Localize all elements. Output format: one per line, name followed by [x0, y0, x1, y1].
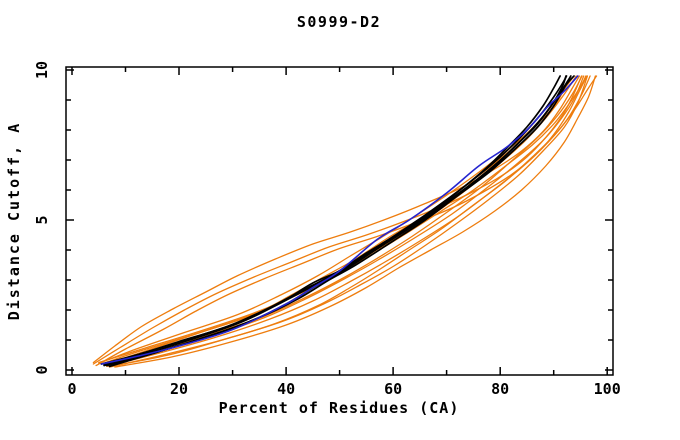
curve-model-black-5 [100, 75, 561, 365]
x-tick-label-20: 20 [170, 380, 188, 398]
curve-model-orange-outlier-3 [92, 75, 581, 364]
x-tick-label-80: 80 [491, 380, 509, 398]
curve-model-black-3 [108, 75, 575, 368]
curve-model-orange-6 [106, 75, 591, 368]
y-tick-label-5: 5 [33, 215, 51, 224]
chart-title: S0999-D2 [297, 13, 381, 31]
curve-model-orange-7 [103, 75, 572, 366]
curve-model-orange-3 [114, 75, 597, 368]
curve-model-orange-2 [108, 75, 598, 368]
x-tick-label-60: 60 [384, 380, 402, 398]
y-tick-label-10: 10 [33, 61, 51, 79]
axis-ticks [66, 67, 613, 375]
x-tick-label-0: 0 [67, 380, 76, 398]
curve-model-orange-10 [106, 75, 583, 367]
tick-labels: 0 20 40 60 80 100 0 5 10 [33, 61, 621, 398]
curves-layer [92, 75, 598, 368]
curve-model-black-4 [103, 75, 568, 366]
curve-model-black-1 [103, 75, 567, 367]
x-tick-label-100: 100 [594, 380, 621, 398]
curve-model-orange-1 [98, 75, 587, 364]
curve-model-orange-outlier-2 [95, 75, 588, 367]
x-axis-label: Percent of Residues (CA) [219, 399, 460, 417]
curve-model-orange-8 [108, 75, 589, 368]
curve-model-orange-5 [100, 75, 577, 365]
y-tick-label-0: 0 [33, 365, 51, 374]
curve-model-blue [100, 75, 579, 365]
y-axis-label: Distance Cutoff, A [5, 122, 23, 321]
curve-model-orange-9 [98, 75, 575, 365]
curve-model-orange-outlier-1 [92, 75, 583, 365]
plot-frame [65, 66, 614, 376]
x-tick-label-40: 40 [277, 380, 295, 398]
